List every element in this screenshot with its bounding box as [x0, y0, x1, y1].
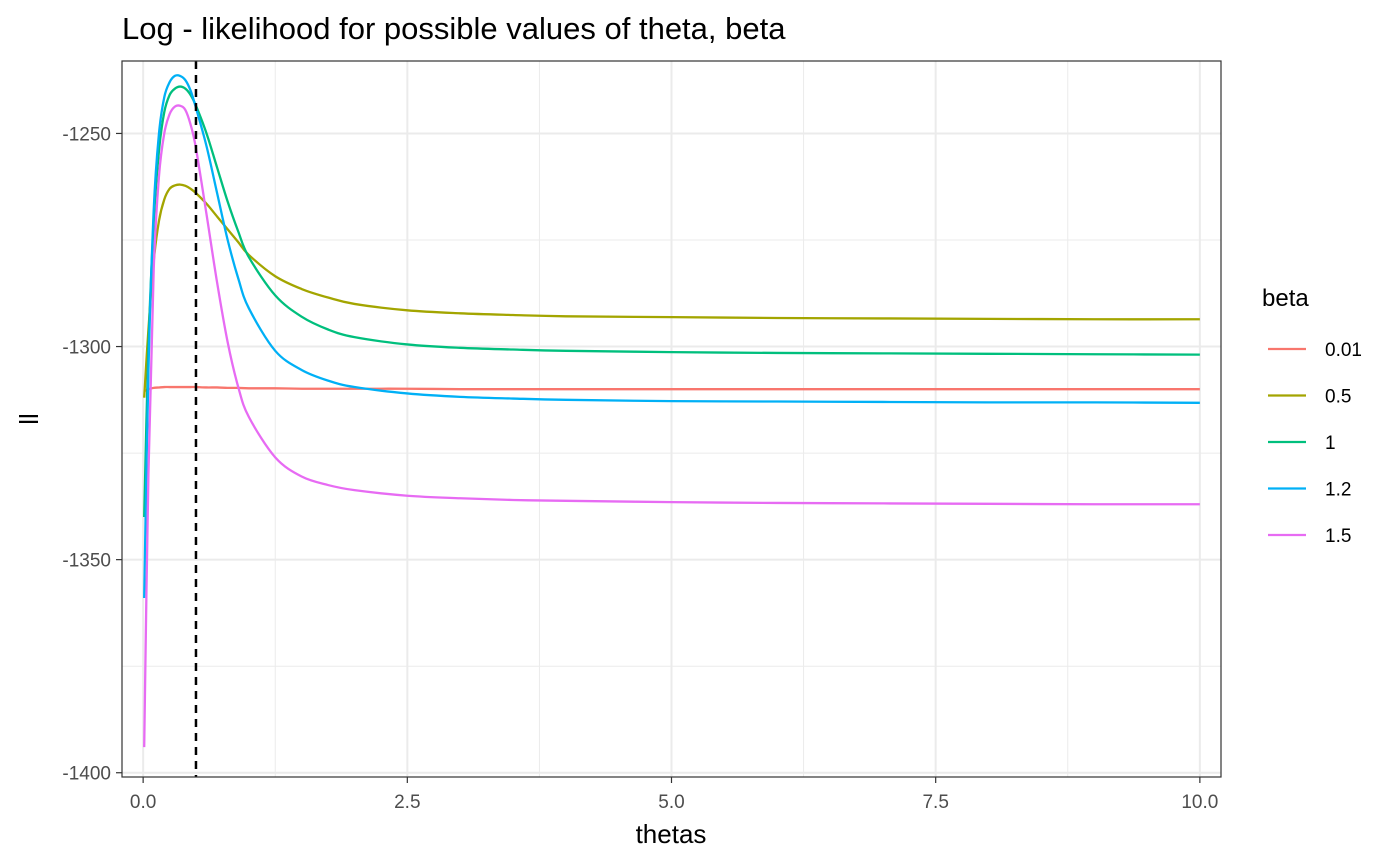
- y-tick-label: -1350: [62, 551, 111, 572]
- x-tick-label: 0.0: [130, 792, 156, 813]
- series-line-1.5: [143, 104, 1200, 748]
- x-tick-label: 5.0: [658, 792, 684, 813]
- legend-title: beta: [1262, 285, 1309, 312]
- y-axis-title: ll: [14, 413, 44, 425]
- x-tick-label: 10.0: [1181, 792, 1218, 813]
- series-lines: [143, 74, 1200, 748]
- chart-title: Log - likelihood for possible values of …: [122, 11, 786, 46]
- legend: beta 0.01 0.5 1 1.2 1.5: [1262, 285, 1362, 547]
- y-tick-label: -1300: [62, 338, 111, 359]
- legend-label-1: 1: [1325, 433, 1336, 454]
- legend-label-1.5: 1.5: [1325, 526, 1351, 547]
- major-gridlines: [122, 61, 1221, 777]
- y-axis: -1400 -1350 -1300 -1250: [62, 124, 122, 785]
- y-tick-label: -1250: [62, 124, 111, 145]
- legend-label-1.2: 1.2: [1325, 480, 1351, 501]
- series-line-0.5: [143, 183, 1200, 398]
- series-line-1.2: [143, 74, 1200, 599]
- x-axis-title: thetas: [636, 819, 707, 849]
- legend-label-0.5: 0.5: [1325, 387, 1351, 408]
- series-line-0.01: [143, 385, 1200, 393]
- legend-label-0.01: 0.01: [1325, 340, 1362, 361]
- series-line-1: [143, 85, 1200, 518]
- x-tick-label: 2.5: [394, 792, 420, 813]
- x-axis: 0.0 2.5 5.0 7.5 10.0: [130, 777, 1218, 813]
- y-tick-label: -1400: [62, 764, 111, 785]
- x-tick-label: 7.5: [922, 792, 948, 813]
